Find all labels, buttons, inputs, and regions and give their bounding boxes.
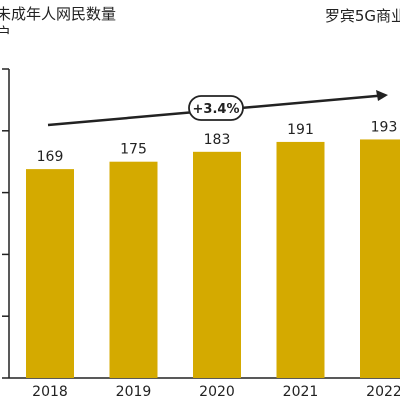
chart-subtitle: 户 [0,24,12,42]
trend-arrowhead [376,90,388,101]
x-tick-label-2022: 2022 [366,384,400,400]
data-label-2022: 193 [371,119,398,135]
x-tick-label-2019: 2019 [116,384,152,400]
x-tick-label-2020: 2020 [199,384,235,400]
data-label-2021: 191 [287,122,314,138]
x-tick-label-2018: 2018 [32,384,68,400]
chart-title: 未成年人网民数量 [0,5,117,23]
x-tick-label-2021: 2021 [283,384,319,400]
bar-2019 [109,161,158,378]
source-label: 罗宾5G商业 [324,7,400,25]
bar-2021 [276,141,325,378]
data-label-2018: 169 [37,149,64,165]
labels-layer: 169 2018 175 2019 183 2020 191 2021 193 2022 [32,119,400,400]
bar-2018 [26,169,74,378]
data-label-2020: 183 [204,132,231,148]
trend-layer: +3.4% [47,90,388,127]
cagr-label: +3.4% [193,102,240,117]
data-label-2019: 175 [120,142,147,158]
cagr-pill [188,95,244,121]
bar-2020 [193,151,241,378]
bars-layer [26,139,400,378]
bar-2022 [360,139,400,378]
